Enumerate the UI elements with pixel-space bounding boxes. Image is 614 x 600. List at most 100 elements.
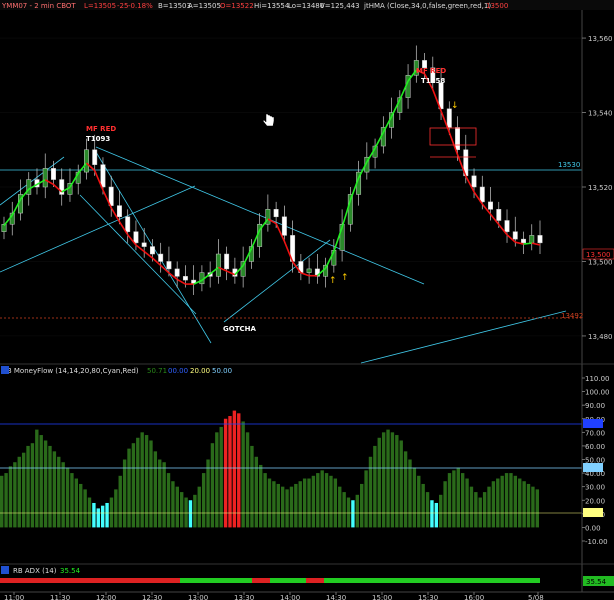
moneyflow-bars	[0, 410, 539, 528]
hma-segment	[69, 172, 79, 188]
moneyflow-bar	[259, 464, 263, 528]
header-study-value: 13500	[486, 2, 508, 10]
moneyflow-bar	[100, 505, 105, 528]
moneyflow-bar	[351, 500, 355, 528]
candle-body	[92, 149, 98, 165]
moneyflow-bar	[13, 462, 17, 528]
moneyflow-bar	[386, 429, 390, 528]
moneyflow-bar	[250, 445, 254, 528]
signal-boxes	[429, 127, 477, 158]
moneyflow-axis: 110.00100.0090.0080.0070.0060.0050.0040.…	[582, 375, 610, 546]
header-low: Lo=13486	[288, 2, 325, 10]
candle-body	[529, 235, 535, 244]
adx-bar	[207, 578, 216, 583]
candle-body	[141, 242, 147, 247]
hma-segment	[168, 272, 178, 281]
adx-bar	[477, 578, 486, 583]
candle-body	[100, 164, 106, 188]
hma-segment	[423, 73, 434, 90]
adx-bar	[513, 578, 522, 583]
time-tick-label: 11:00	[4, 594, 24, 600]
moneyflow-bar	[360, 483, 364, 528]
moneyflow-bar	[232, 410, 237, 528]
hma-segment	[498, 224, 508, 236]
candle-body	[306, 268, 312, 273]
moneyflow-bar	[403, 451, 408, 528]
moneyflow-bar	[105, 502, 109, 528]
hma-segment	[127, 234, 137, 246]
adx-bar	[405, 578, 414, 583]
moneyflow-bar	[434, 502, 439, 528]
moneyflow-bar	[465, 478, 469, 528]
hma-segment	[44, 179, 54, 186]
moneyflow-bar	[197, 486, 201, 528]
moneyflow-bar	[149, 440, 153, 528]
hma-segment	[333, 227, 343, 252]
hma-segment	[93, 170, 104, 191]
trendline-descending-3	[79, 194, 197, 315]
moneyflow-bar	[109, 497, 114, 528]
level-13530-label: 13530	[558, 161, 580, 169]
moneyflow-bar	[184, 497, 188, 528]
adx-bar	[450, 578, 459, 583]
hma-segment	[242, 248, 253, 266]
moneyflow-bar	[482, 492, 487, 528]
moneyflow-bar	[531, 486, 535, 528]
hma-segment	[234, 264, 244, 276]
moneyflow-tick-label: 30.00	[585, 484, 605, 492]
moneyflow-bar	[285, 489, 289, 528]
adx-bar	[396, 578, 405, 583]
hma-segment	[11, 199, 22, 216]
adx-bar	[360, 578, 369, 583]
moneyflow-bar	[298, 481, 302, 528]
hma-segment	[523, 242, 532, 245]
hma-line	[3, 69, 541, 285]
adx-bar	[414, 578, 423, 583]
moneyflow-badge	[1, 366, 9, 374]
adx-bar	[531, 578, 540, 583]
candle-body	[504, 220, 510, 232]
moneyflow-bar	[460, 473, 465, 528]
adx-bar	[9, 578, 18, 583]
adx-bar	[243, 578, 252, 583]
moneyflow-bar	[241, 421, 245, 528]
adx-bar	[459, 578, 468, 583]
moneyflow-bar	[447, 473, 452, 528]
candle-body	[125, 216, 131, 232]
candle-body	[281, 216, 287, 236]
time-tick-label: 11:30	[50, 594, 70, 600]
moneyflow-bar	[21, 452, 26, 528]
candle-body	[158, 253, 164, 262]
hma-segment	[28, 183, 38, 190]
candle-body	[224, 253, 230, 270]
header-volume: V=125,443	[320, 2, 360, 10]
trendline-channel-lower	[0, 185, 196, 273]
annotation-gotcha: GOTCHA	[223, 325, 256, 333]
moneyflow-bar	[166, 473, 171, 528]
adx-tag-bg	[583, 576, 614, 586]
adx-bar	[369, 578, 378, 583]
adx-bar	[495, 578, 504, 583]
moneyflow-bar	[122, 459, 127, 528]
adx-bar	[324, 578, 333, 583]
moneyflow-bar	[487, 486, 491, 528]
cursor-hand-icon	[262, 113, 275, 127]
candle-body	[446, 108, 452, 128]
moneyflow-bar	[8, 466, 13, 528]
moneyflow-bar	[65, 467, 70, 528]
adx-bar	[432, 578, 441, 583]
price-tick-label: 13,540	[588, 110, 613, 118]
moneyflow-tick-label: 0.00	[585, 524, 601, 532]
moneyflow-bar	[425, 492, 430, 528]
moneyflow-bar	[333, 478, 338, 528]
adx-bar	[180, 578, 189, 583]
hma-segment	[218, 266, 227, 272]
adx-bar	[333, 578, 342, 583]
moneyflow-bar	[158, 459, 162, 528]
moneyflow-tick-label: 90.00	[585, 402, 605, 410]
moneyflow-bar	[469, 486, 474, 528]
hma-segment	[3, 214, 13, 226]
hma-segment	[515, 241, 524, 245]
moneyflow-bar	[294, 483, 298, 528]
